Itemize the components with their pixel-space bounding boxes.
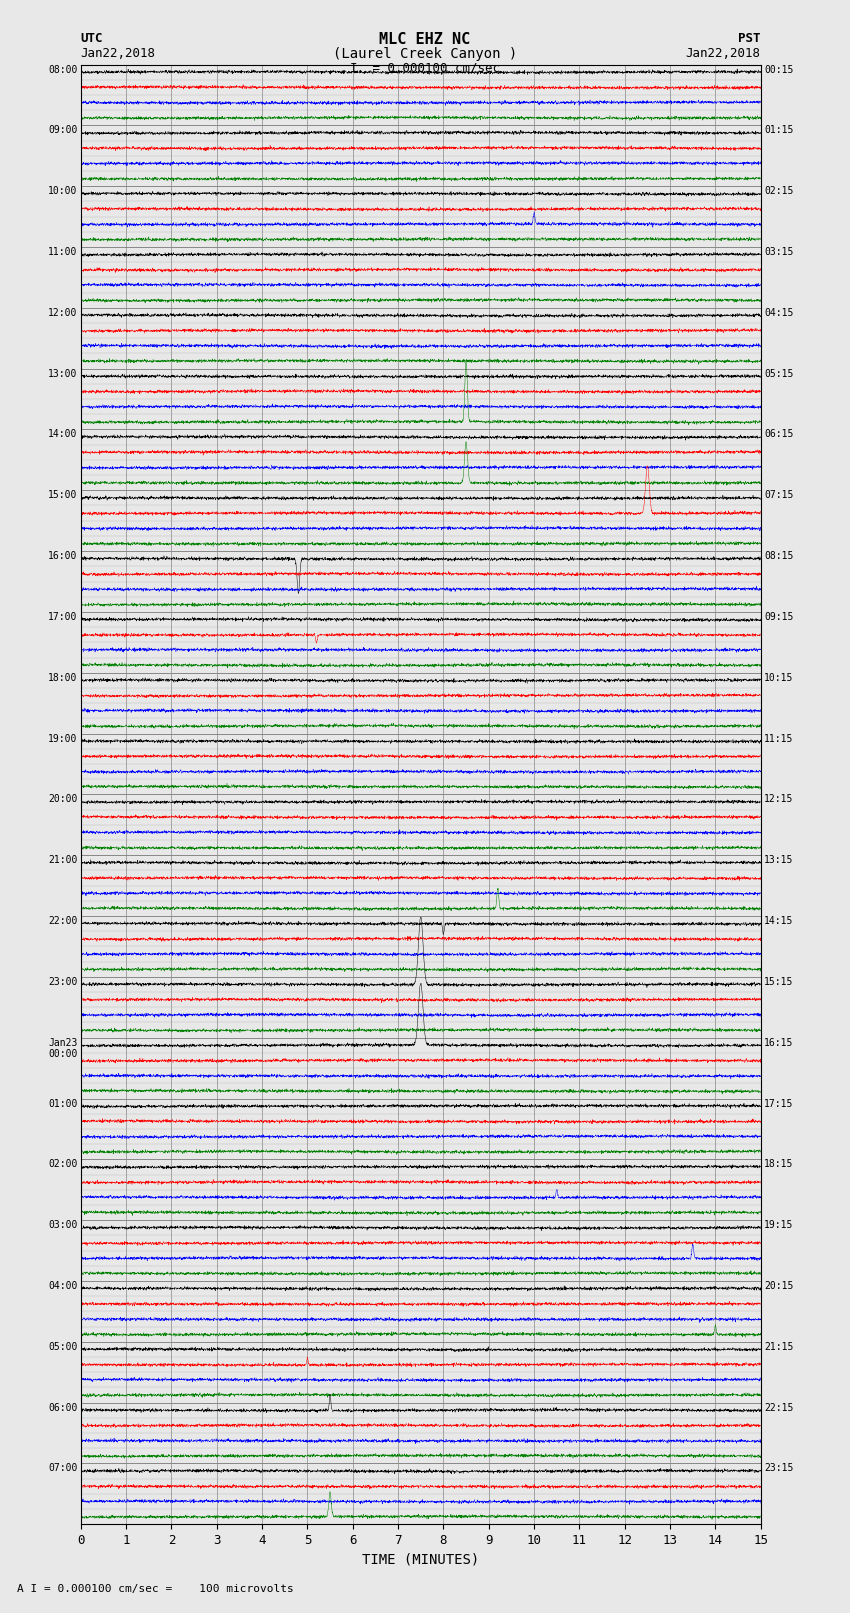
X-axis label: TIME (MINUTES): TIME (MINUTES)	[362, 1553, 479, 1566]
Text: 22:00: 22:00	[48, 916, 77, 926]
Text: 15:00: 15:00	[48, 490, 77, 500]
Text: 16:00: 16:00	[48, 552, 77, 561]
Text: 21:15: 21:15	[764, 1342, 794, 1352]
Text: 01:15: 01:15	[764, 126, 794, 135]
Text: 12:00: 12:00	[48, 308, 77, 318]
Text: MLC EHZ NC: MLC EHZ NC	[379, 32, 471, 47]
Text: 17:00: 17:00	[48, 611, 77, 623]
Text: 00:15: 00:15	[764, 65, 794, 74]
Text: 03:15: 03:15	[764, 247, 794, 256]
Text: 16:15: 16:15	[764, 1037, 794, 1048]
Text: 02:00: 02:00	[48, 1160, 77, 1169]
Text: 05:00: 05:00	[48, 1342, 77, 1352]
Text: 09:15: 09:15	[764, 611, 794, 623]
Text: 12:15: 12:15	[764, 794, 794, 805]
Text: 13:00: 13:00	[48, 369, 77, 379]
Text: 17:15: 17:15	[764, 1098, 794, 1108]
Text: 10:00: 10:00	[48, 185, 77, 197]
Text: 19:15: 19:15	[764, 1219, 794, 1231]
Text: 18:00: 18:00	[48, 673, 77, 682]
Text: 09:00: 09:00	[48, 126, 77, 135]
Text: 23:00: 23:00	[48, 977, 77, 987]
Text: 20:15: 20:15	[764, 1281, 794, 1290]
Text: 15:15: 15:15	[764, 977, 794, 987]
Text: Jan23
00:00: Jan23 00:00	[48, 1037, 77, 1060]
Text: 21:00: 21:00	[48, 855, 77, 865]
Text: PST: PST	[739, 32, 761, 45]
Text: 07:15: 07:15	[764, 490, 794, 500]
Text: 19:00: 19:00	[48, 734, 77, 744]
Text: 07:00: 07:00	[48, 1463, 77, 1473]
Text: 10:15: 10:15	[764, 673, 794, 682]
Text: 04:15: 04:15	[764, 308, 794, 318]
Text: 13:15: 13:15	[764, 855, 794, 865]
Text: 14:00: 14:00	[48, 429, 77, 439]
Text: 04:00: 04:00	[48, 1281, 77, 1290]
Text: 22:15: 22:15	[764, 1403, 794, 1413]
Text: 11:00: 11:00	[48, 247, 77, 256]
Text: 08:15: 08:15	[764, 552, 794, 561]
Text: 08:00: 08:00	[48, 65, 77, 74]
Text: 03:00: 03:00	[48, 1219, 77, 1231]
Text: 01:00: 01:00	[48, 1098, 77, 1108]
Text: A I = 0.000100 cm/sec =    100 microvolts: A I = 0.000100 cm/sec = 100 microvolts	[17, 1584, 294, 1594]
Text: 23:15: 23:15	[764, 1463, 794, 1473]
Text: Jan22,2018: Jan22,2018	[686, 47, 761, 60]
Text: (Laurel Creek Canyon ): (Laurel Creek Canyon )	[333, 47, 517, 61]
Text: 05:15: 05:15	[764, 369, 794, 379]
Text: Jan22,2018: Jan22,2018	[81, 47, 156, 60]
Text: I  = 0.000100 cm/sec: I = 0.000100 cm/sec	[350, 61, 500, 74]
Text: 02:15: 02:15	[764, 185, 794, 197]
Text: 11:15: 11:15	[764, 734, 794, 744]
Text: 20:00: 20:00	[48, 794, 77, 805]
Text: 14:15: 14:15	[764, 916, 794, 926]
Text: 18:15: 18:15	[764, 1160, 794, 1169]
Text: UTC: UTC	[81, 32, 103, 45]
Text: 06:15: 06:15	[764, 429, 794, 439]
Text: 06:00: 06:00	[48, 1403, 77, 1413]
